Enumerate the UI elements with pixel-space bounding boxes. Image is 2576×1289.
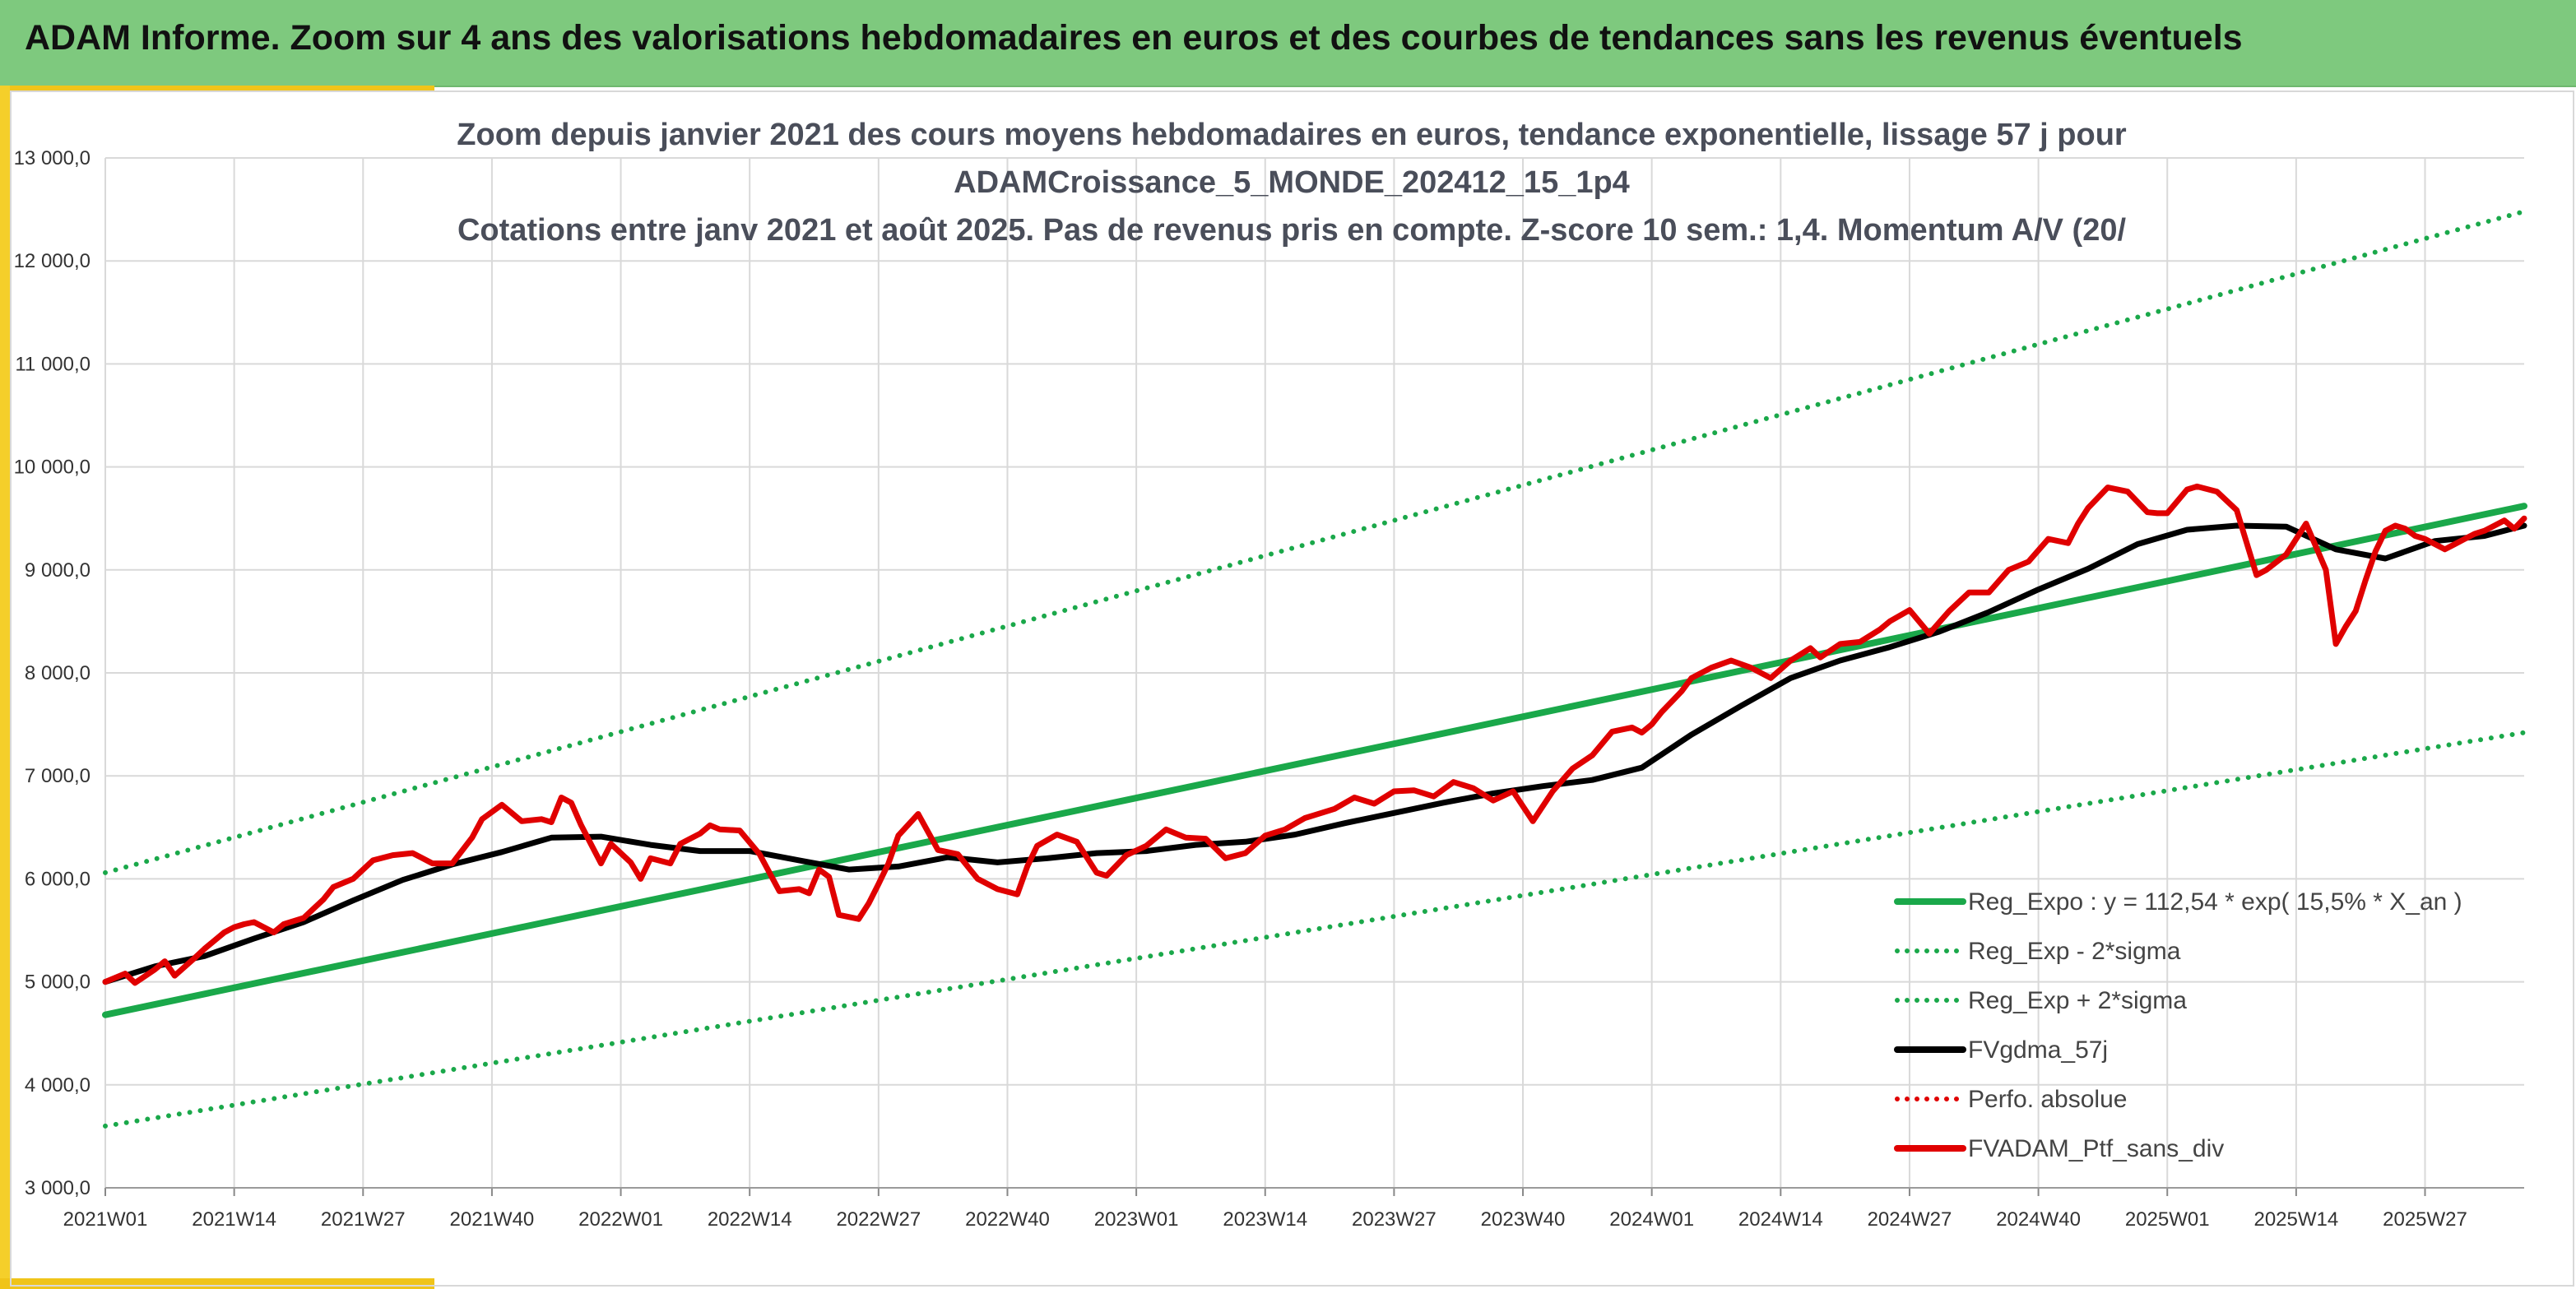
y-tick-label: 7 000,0	[25, 765, 91, 787]
x-tick-label: 2025W27	[2383, 1208, 2467, 1231]
y-tick-label: 12 000,0	[14, 250, 91, 272]
x-tick-label: 2022W40	[965, 1208, 1050, 1231]
x-tick-label: 2023W14	[1223, 1208, 1307, 1231]
y-tick-label: 8 000,0	[25, 662, 91, 684]
y-tick-label: 6 000,0	[25, 868, 91, 890]
y-axis: 3 000,0 4 000,0 5 000,0 6 000,0 7 000,0 8 000…	[14, 147, 91, 1199]
legend-label: Reg_Expo : y = 112,54 * exp( 15,5% * X_a…	[1968, 888, 2462, 916]
header-banner: ADAM Informe. Zoom sur 4 ans des valoris…	[0, 0, 2576, 87]
x-tick-label: 2025W01	[2125, 1208, 2210, 1231]
x-tick-label: 2024W27	[1868, 1208, 1952, 1231]
x-tick-label: 2023W01	[1094, 1208, 1179, 1231]
x-tick-label: 2024W40	[1996, 1208, 2081, 1231]
x-tick-label: 2024W14	[1738, 1208, 1823, 1231]
x-tick-label: 2021W14	[192, 1208, 276, 1231]
x-tick-label: 2024W01	[1609, 1208, 1694, 1231]
series-line	[102, 483, 2527, 986]
chart-grid	[104, 157, 2524, 1196]
x-tick-label: 2022W01	[578, 1208, 663, 1231]
chart-title-line: Cotations entre janv 2021 et août 2025. …	[457, 213, 2127, 248]
y-tick-label: 9 000,0	[25, 559, 91, 582]
x-axis: 2021W01 2021W14 2021W27 2021W40 2022W01 2022W…	[63, 1208, 2467, 1231]
y-tick-label: 3 000,0	[25, 1177, 91, 1199]
chart-title-line: ADAMCroissance_5_MONDE_202412_15_1p4	[954, 165, 1630, 200]
y-tick-label: 13 000,0	[14, 147, 91, 169]
accent-bar-top	[0, 86, 434, 90]
legend-label: Perfo. absolue	[1968, 1086, 2127, 1113]
banner-title: ADAM Informe. Zoom sur 4 ans des valoris…	[25, 18, 2243, 58]
chart-title-line: Zoom depuis janvier 2021 des cours moyen…	[457, 118, 2127, 152]
x-tick-label: 2021W01	[63, 1208, 148, 1231]
y-tick-label: 4 000,0	[25, 1074, 91, 1097]
legend-label: FVgdma_57j	[1968, 1036, 2108, 1064]
y-tick-label: 11 000,0	[15, 353, 91, 375]
x-tick-label: 2022W27	[836, 1208, 921, 1231]
series-line	[103, 209, 2527, 875]
chart-legend: Reg_Expo : y = 112,54 * exp( 15,5% * X_a…	[1894, 888, 2462, 1162]
x-tick-label: 2025W14	[2253, 1208, 2338, 1231]
series-line	[103, 730, 2527, 1129]
x-tick-label: 2021W40	[450, 1208, 535, 1231]
x-tick-label: 2023W40	[1481, 1208, 1566, 1231]
series-line	[102, 522, 2527, 985]
chart-series	[102, 209, 2527, 1129]
chart-frame	[10, 90, 2574, 1287]
x-tick-label: 2021W27	[321, 1208, 406, 1231]
accent-bar-left	[0, 86, 10, 1287]
y-tick-label: 10 000,0	[14, 457, 91, 479]
legend-label: Reg_Exp + 2*sigma	[1968, 987, 2187, 1014]
y-tick-label: 5 000,0	[25, 971, 91, 994]
legend-label: Reg_Exp - 2*sigma	[1968, 938, 2181, 965]
series-line	[102, 503, 2527, 1018]
x-tick-label: 2022W14	[708, 1208, 792, 1231]
legend-label: FVADAM_Ptf_sans_div	[1968, 1135, 2224, 1162]
chart-title: Zoom depuis janvier 2021 des cours moyen…	[457, 118, 2127, 248]
x-tick-label: 2023W27	[1352, 1208, 1437, 1231]
